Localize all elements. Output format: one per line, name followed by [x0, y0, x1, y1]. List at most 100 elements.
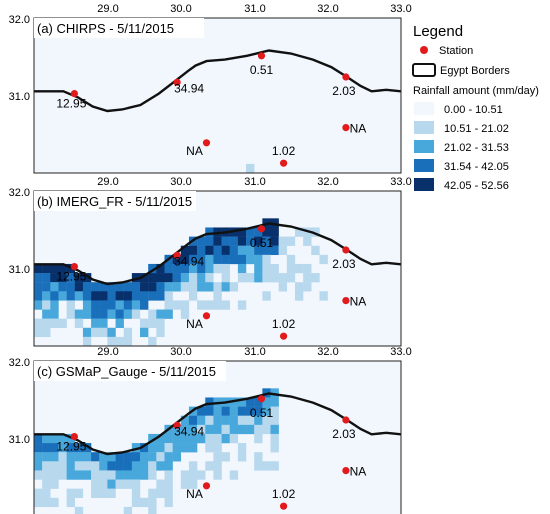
rainfall-cell	[123, 300, 133, 310]
rainfall-cell	[213, 443, 222, 453]
station-marker	[70, 433, 78, 441]
rainfall-cell	[131, 282, 141, 292]
rainfall-cell	[107, 291, 116, 301]
rainfall-cell	[180, 309, 190, 319]
rainfall-cell	[237, 227, 247, 237]
rainfall-cell	[156, 318, 165, 328]
rainfall-cell	[246, 397, 255, 407]
rainfall-cell	[42, 282, 51, 292]
rainfall-cells	[246, 163, 255, 174]
rainfall-cell	[148, 470, 157, 480]
rainfall-cell	[311, 273, 320, 283]
rainfall-cell	[197, 245, 206, 256]
rainfall-cell	[34, 433, 43, 444]
x-tick-label: 32.0	[317, 346, 338, 358]
rainfall-cell	[99, 309, 108, 319]
legend: Legend Station Egypt Borders Rainfall am…	[412, 23, 539, 192]
rainfall-cell	[270, 415, 279, 426]
rainfall-cell	[140, 300, 149, 310]
station-label: NA	[350, 122, 367, 136]
station-marker	[202, 312, 211, 320]
rainfall-cell	[107, 488, 116, 498]
rainfall-cell	[164, 263, 173, 274]
rainfall-cell	[270, 245, 279, 256]
rainfall-cell	[66, 273, 75, 283]
rainfall-cell	[180, 470, 190, 480]
rainfall-cell	[221, 415, 230, 426]
rainfall-cell	[311, 227, 320, 237]
rainfall-cell	[188, 433, 198, 444]
rainfall-cell	[254, 254, 263, 265]
rainfall-cell	[188, 479, 198, 489]
rainfall-cell	[74, 488, 84, 498]
rainfall-cell	[221, 300, 230, 310]
rainfall-cell	[262, 461, 271, 471]
rainfall-cell	[229, 282, 239, 292]
rainfall-cell	[164, 300, 173, 310]
rainfall-cell	[237, 236, 247, 246]
rainfall-cell	[172, 254, 181, 265]
rainfall-cell	[34, 327, 43, 338]
rainfall-cell	[131, 273, 141, 283]
rainfall-cell	[213, 245, 222, 256]
rainfall-cell	[82, 336, 92, 347]
rainfall-cell	[91, 488, 100, 498]
rainfall-cell	[58, 318, 67, 328]
rainfall-cell	[294, 227, 304, 237]
rainfall-cell	[42, 318, 51, 328]
rainfall-cell	[164, 461, 173, 471]
rainfall-cell	[254, 452, 263, 462]
rainfall-cell	[188, 282, 198, 292]
rainfall-cell	[66, 291, 75, 301]
rainfall-cell	[123, 479, 133, 489]
rainfall-cell	[107, 309, 116, 319]
rainfall-cell	[148, 506, 157, 514]
rainfall-cell	[254, 461, 263, 471]
rainfall-cell	[311, 245, 320, 256]
rainfall-cell	[42, 263, 51, 274]
rainfall-cell	[213, 415, 222, 426]
rainfall-cell	[123, 291, 133, 301]
rainfall-cell	[180, 263, 190, 274]
rainfall-cell	[66, 309, 75, 319]
rainfall-cell	[270, 236, 279, 246]
rainfall-cell	[197, 254, 206, 265]
rainfall-cell	[164, 497, 173, 508]
border-legend-label: Egypt Borders	[440, 65, 510, 77]
rainfall-cell	[156, 327, 165, 338]
rainfall-cell	[115, 461, 124, 471]
rainfall-cell	[254, 406, 263, 416]
rainfall-cell	[229, 470, 239, 480]
station-label: 2.03	[332, 427, 356, 441]
rainfall-cell	[213, 433, 222, 444]
rainfall-cell	[131, 479, 141, 489]
rainfall-cell	[254, 397, 263, 407]
rainfall-cell	[221, 282, 230, 292]
rainfall-cell	[148, 263, 157, 274]
station-marker	[342, 467, 350, 475]
rainfall-cell	[34, 291, 43, 301]
rainfall-cell	[115, 452, 124, 462]
rainfall-cell	[123, 452, 133, 462]
y-axis-ticks: 32.0 31.0	[9, 14, 30, 103]
rainfall-cell	[131, 470, 141, 480]
station-label: NA	[350, 295, 367, 309]
rainfall-cell	[303, 282, 312, 292]
rainfall-cell	[188, 291, 198, 301]
rain-class-label: 21.02 - 31.53	[444, 142, 509, 154]
rainfall-cell	[237, 273, 247, 283]
rainfall-cell	[229, 245, 239, 256]
rainfall-cell	[131, 309, 141, 319]
rainfall-cell	[34, 443, 43, 453]
rainfall-cell	[42, 488, 51, 498]
rainfall-cell	[156, 282, 165, 292]
rainfall-cell	[131, 291, 141, 301]
station-label: NA	[350, 465, 367, 479]
rainfall-cell	[270, 406, 279, 416]
rainfall-cell	[148, 318, 157, 328]
rainfall-cell	[262, 273, 271, 283]
rainfall-cell	[246, 424, 255, 435]
rainfall-cell	[180, 433, 190, 444]
y-tick-label: 31.0	[9, 264, 30, 276]
rainfall-cell	[270, 397, 279, 407]
